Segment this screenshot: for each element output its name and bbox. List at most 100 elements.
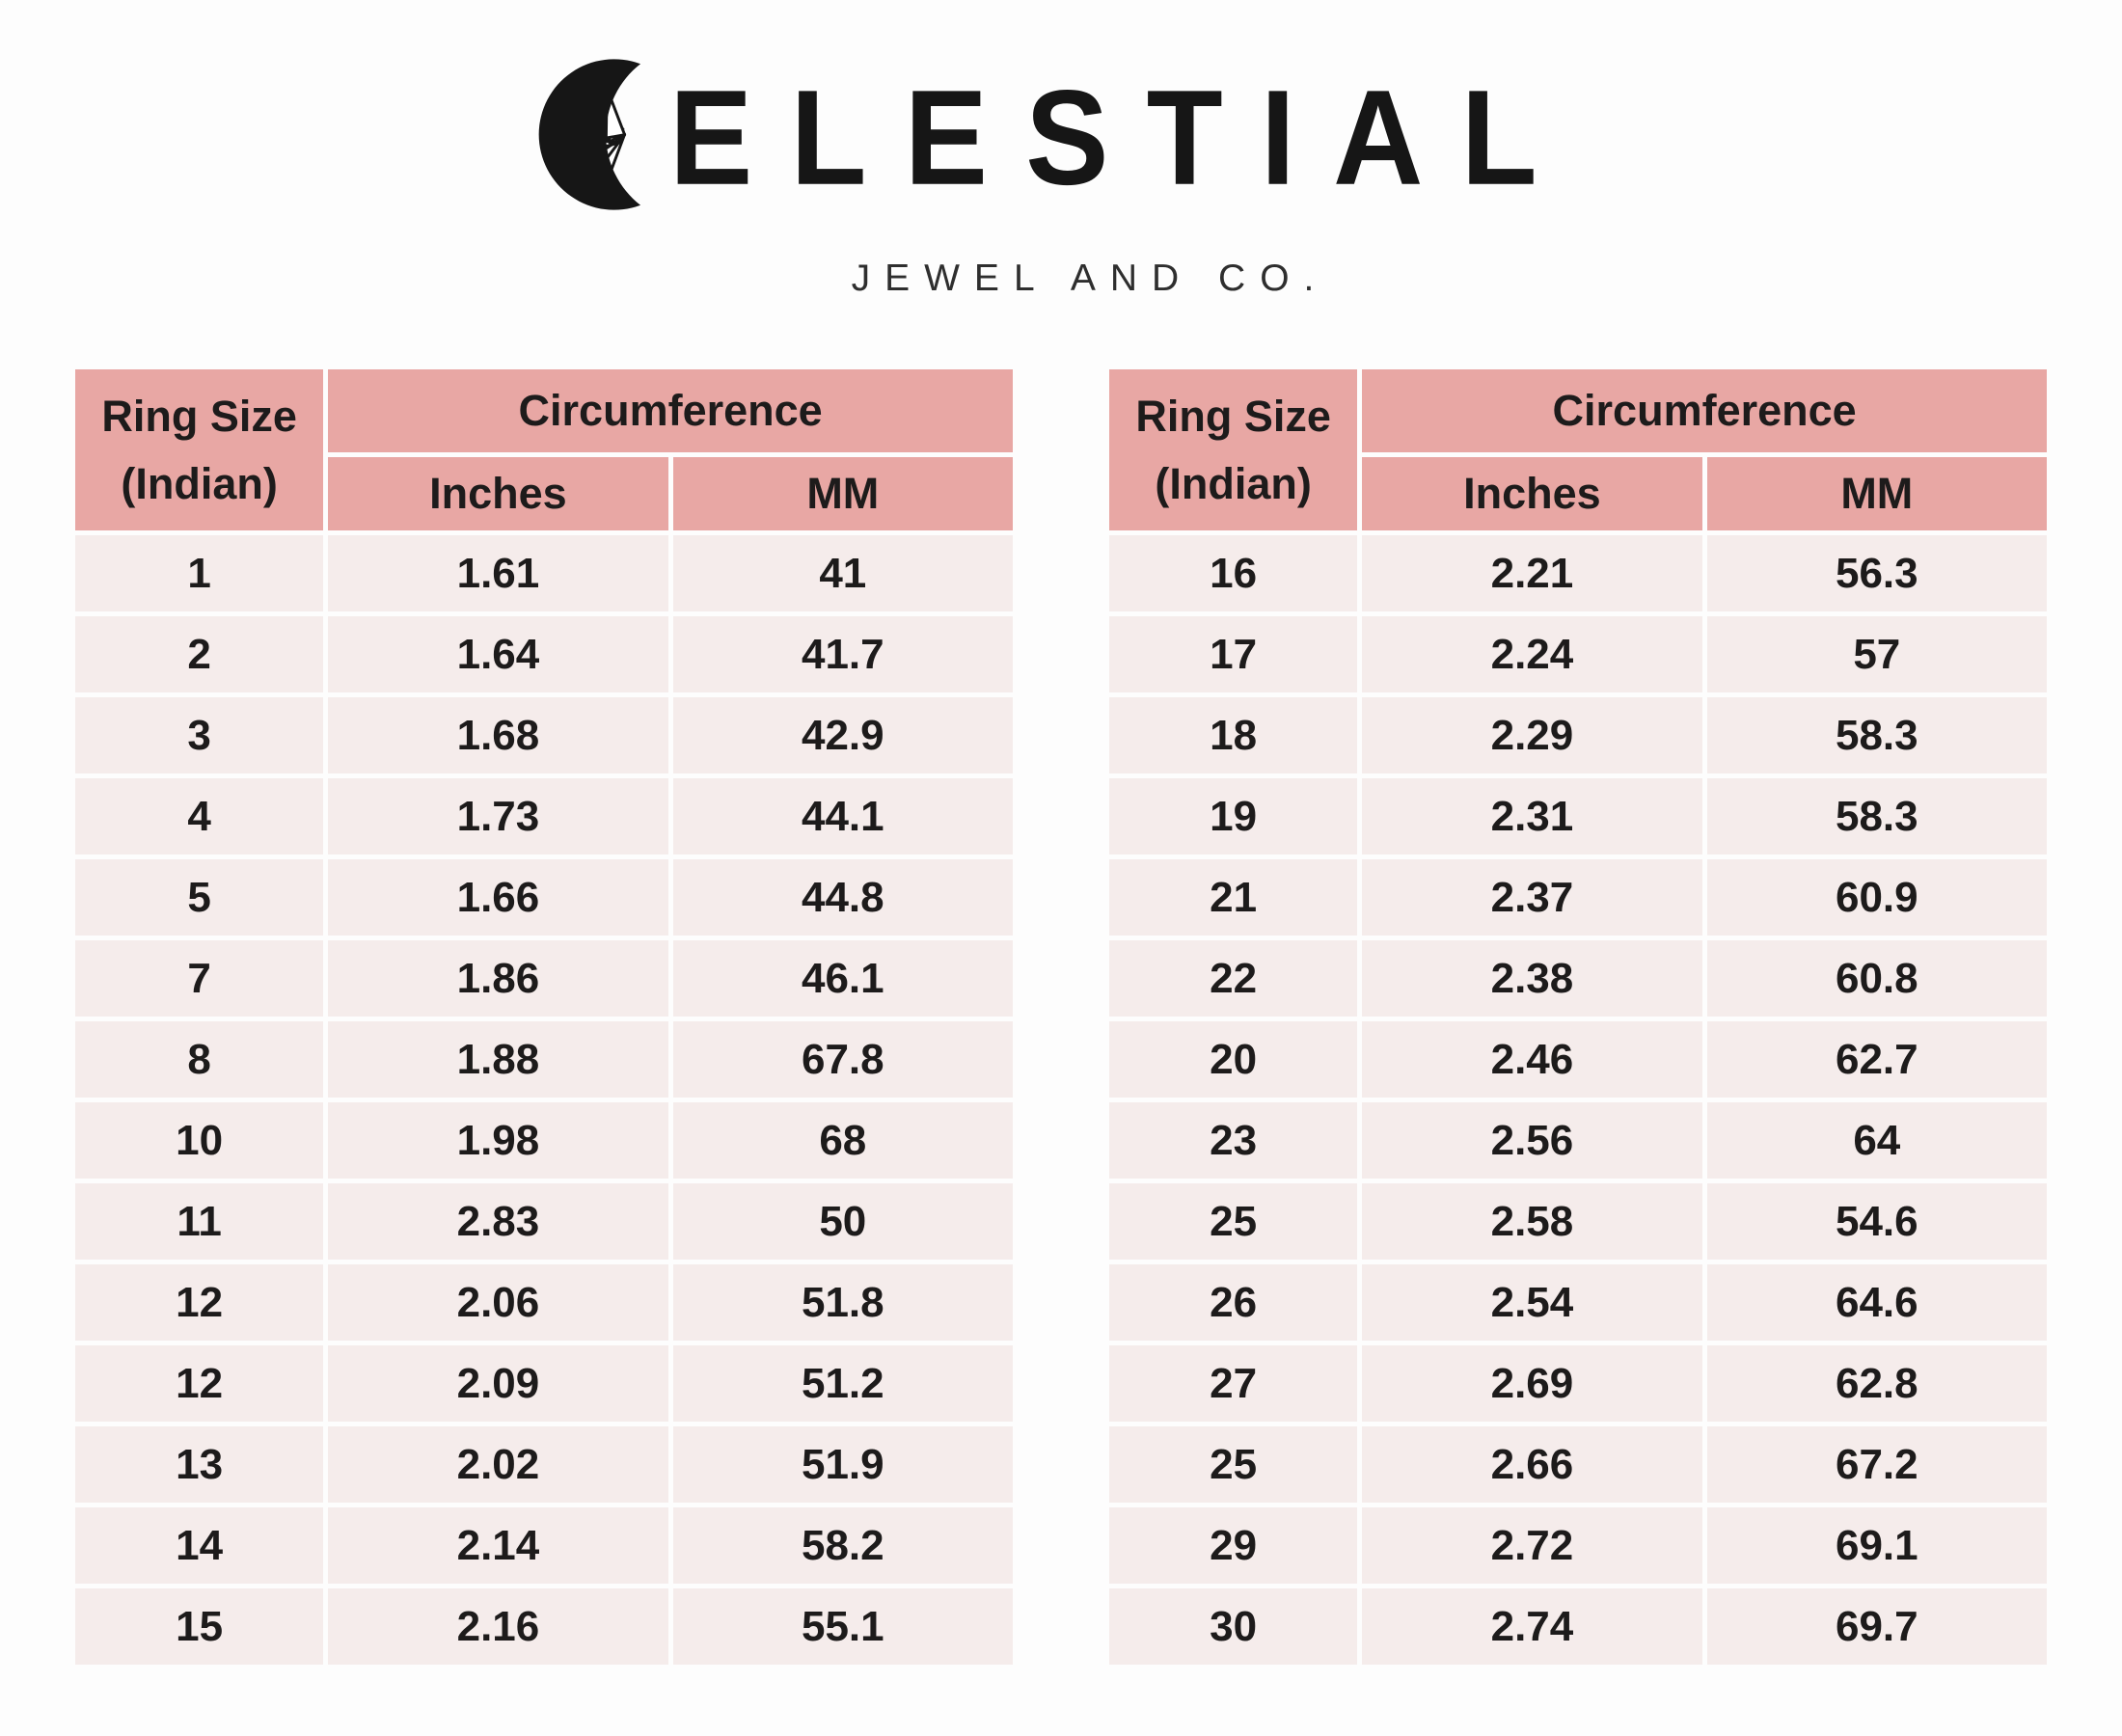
- table-cell-ring-size: 14: [75, 1507, 324, 1584]
- table-cell-ring-size: 8: [75, 1021, 324, 1098]
- table-cell-inches: 2.69: [1362, 1345, 1702, 1422]
- table-cell-mm: 60.9: [1706, 859, 2047, 936]
- table-cell-ring-size: 26: [1109, 1264, 1358, 1341]
- table-cell-inches: 2.74: [1362, 1588, 1702, 1665]
- table-cell-mm: 41.7: [672, 616, 1013, 692]
- table-cell-ring-size: 13: [75, 1426, 324, 1503]
- ring-size-table-left: Ring Size (Indian) Circumference Inches …: [75, 369, 1013, 1665]
- table-cell-ring-size: 22: [1109, 940, 1358, 1017]
- table-cell-mm: 41: [672, 535, 1013, 611]
- table-cell-inches: 2.02: [328, 1426, 668, 1503]
- column-header-ring-size: Ring Size (Indian): [75, 369, 324, 530]
- table-cell-mm: 69.1: [1706, 1507, 2047, 1584]
- ring-size-sublabel: (Indian): [121, 458, 278, 508]
- brand-wordmark: ELESTIAL: [529, 37, 1593, 238]
- table-cell-mm: 57: [1706, 616, 2047, 692]
- table-cell-ring-size: 1: [75, 535, 324, 611]
- brand-name-text: ELESTIAL: [668, 62, 1575, 212]
- table-cell-inches: 1.66: [328, 859, 668, 936]
- table-cell-mm: 58.3: [1706, 778, 2047, 854]
- table-cell-ring-size: 17: [1109, 616, 1358, 692]
- column-header-mm: MM: [1706, 457, 2047, 530]
- table-cell-inches: 2.16: [328, 1588, 668, 1665]
- table-cell-mm: 62.7: [1706, 1021, 2047, 1098]
- table-cell-inches: 1.61: [328, 535, 668, 611]
- table-cell-ring-size: 18: [1109, 697, 1358, 773]
- table-cell-inches: 2.06: [328, 1264, 668, 1341]
- table-cell-inches: 2.31: [1362, 778, 1702, 854]
- table-cell-mm: 64.6: [1706, 1264, 2047, 1341]
- column-header-inches: Inches: [328, 457, 668, 530]
- column-header-circumference: Circumference: [1362, 369, 2047, 452]
- table-cell-ring-size: 19: [1109, 778, 1358, 854]
- table-cell-mm: 56.3: [1706, 535, 2047, 611]
- table-cell-ring-size: 23: [1109, 1102, 1358, 1179]
- table-cell-inches: 1.64: [328, 616, 668, 692]
- table-cell-ring-size: 25: [1109, 1426, 1358, 1503]
- brand-header: ELESTIAL JEWEL AND CO.: [0, 0, 2122, 300]
- table-cell-inches: 2.37: [1362, 859, 1702, 936]
- table-cell-inches: 2.09: [328, 1345, 668, 1422]
- table-cell-ring-size: 25: [1109, 1183, 1358, 1260]
- table-cell-inches: 2.72: [1362, 1507, 1702, 1584]
- table-cell-inches: 2.83: [328, 1183, 668, 1260]
- table-cell-inches: 2.54: [1362, 1264, 1702, 1341]
- table-cell-inches: 2.58: [1362, 1183, 1702, 1260]
- table-cell-ring-size: 27: [1109, 1345, 1358, 1422]
- table-cell-mm: 60.8: [1706, 940, 2047, 1017]
- table-cell-ring-size: 30: [1109, 1588, 1358, 1665]
- table-cell-ring-size: 15: [75, 1588, 324, 1665]
- table-cell-ring-size: 21: [1109, 859, 1358, 936]
- table-cell-mm: 69.7: [1706, 1588, 2047, 1665]
- table-cell-ring-size: 7: [75, 940, 324, 1017]
- table-cell-mm: 55.1: [672, 1588, 1013, 1665]
- table-cell-inches: 1.88: [328, 1021, 668, 1098]
- table-cell-ring-size: 10: [75, 1102, 324, 1179]
- table-cell-ring-size: 29: [1109, 1507, 1358, 1584]
- sun-crescent-icon: [538, 59, 641, 210]
- column-header-inches: Inches: [1362, 457, 1702, 530]
- table-cell-inches: 2.21: [1362, 535, 1702, 611]
- table-cell-inches: 1.98: [328, 1102, 668, 1179]
- table-cell-mm: 67.8: [672, 1021, 1013, 1098]
- table-cell-mm: 44.1: [672, 778, 1013, 854]
- table-cell-ring-size: 11: [75, 1183, 324, 1260]
- table-cell-mm: 67.2: [1706, 1426, 2047, 1503]
- table-cell-inches: 2.38: [1362, 940, 1702, 1017]
- table-cell-ring-size: 5: [75, 859, 324, 936]
- column-header-ring-size: Ring Size (Indian): [1109, 369, 1358, 530]
- table-cell-inches: 1.86: [328, 940, 668, 1017]
- table-cell-inches: 2.66: [1362, 1426, 1702, 1503]
- table-cell-inches: 2.56: [1362, 1102, 1702, 1179]
- table-cell-mm: 62.8: [1706, 1345, 2047, 1422]
- table-cell-inches: 1.68: [328, 697, 668, 773]
- table-cell-inches: 2.46: [1362, 1021, 1702, 1098]
- table-cell-ring-size: 3: [75, 697, 324, 773]
- table-cell-inches: 2.29: [1362, 697, 1702, 773]
- table-cell-mm: 51.2: [672, 1345, 1013, 1422]
- table-cell-mm: 58.2: [672, 1507, 1013, 1584]
- table-cell-ring-size: 16: [1109, 535, 1358, 611]
- column-header-mm: MM: [672, 457, 1013, 530]
- ring-size-table-right: Ring Size (Indian) Circumference Inches …: [1109, 369, 2047, 1665]
- table-cell-mm: 51.8: [672, 1264, 1013, 1341]
- table-cell-ring-size: 20: [1109, 1021, 1358, 1098]
- brand-subtitle: JEWEL AND CO.: [851, 258, 1329, 299]
- table-cell-mm: 42.9: [672, 697, 1013, 773]
- table-cell-ring-size: 12: [75, 1345, 324, 1422]
- ring-size-sublabel: (Indian): [1155, 458, 1312, 508]
- size-charts: Ring Size (Indian) Circumference Inches …: [0, 369, 2122, 1665]
- table-cell-mm: 44.8: [672, 859, 1013, 936]
- table-cell-inches: 2.24: [1362, 616, 1702, 692]
- table-cell-mm: 54.6: [1706, 1183, 2047, 1260]
- table-cell-mm: 50: [672, 1183, 1013, 1260]
- table-cell-ring-size: 2: [75, 616, 324, 692]
- table-cell-mm: 51.9: [672, 1426, 1013, 1503]
- ring-size-label: Ring Size: [1135, 391, 1331, 441]
- table-cell-mm: 58.3: [1706, 697, 2047, 773]
- table-cell-inches: 1.73: [328, 778, 668, 854]
- table-cell-mm: 68: [672, 1102, 1013, 1179]
- table-cell-mm: 64: [1706, 1102, 2047, 1179]
- ring-size-label: Ring Size: [101, 391, 297, 441]
- table-cell-mm: 46.1: [672, 940, 1013, 1017]
